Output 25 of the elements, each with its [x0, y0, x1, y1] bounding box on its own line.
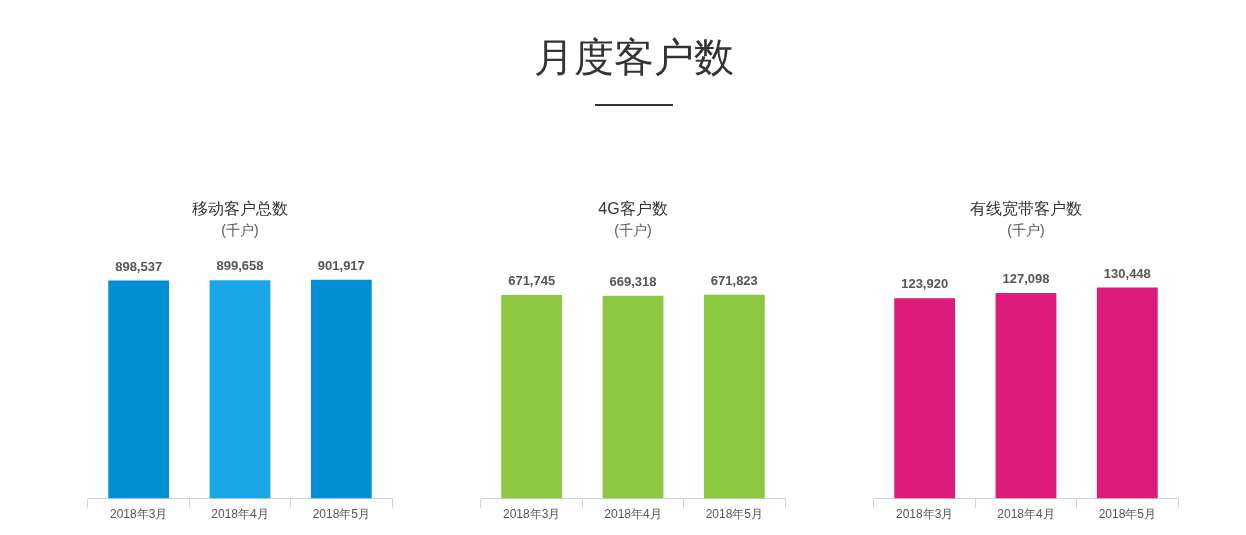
x-tick-label: 2018年5月: [705, 507, 764, 522]
data-label: 127,098: [1002, 271, 1050, 287]
x-tick-label: 2018年3月: [109, 507, 168, 522]
chart-title: 移动客户总数: [192, 200, 288, 218]
data-label: 130,448: [1103, 265, 1151, 281]
chart-subtitle: (千户): [1007, 222, 1045, 239]
data-label: 901,917: [317, 257, 365, 273]
chart-subtitle: (千户): [614, 222, 652, 239]
data-label: 899,658: [216, 258, 264, 274]
x-tick-label: 2018年5月: [312, 507, 371, 522]
chart-title: 有线宽带客户数: [970, 200, 1082, 218]
data-label: 671,823: [710, 272, 758, 288]
x-tick-label: 2018年3月: [895, 507, 954, 522]
x-tick-label: 2018年5月: [1098, 507, 1157, 522]
chart-title: 4G客户数: [598, 200, 668, 218]
text: 月度客户数: [534, 34, 734, 82]
data-label: 669,318: [609, 273, 657, 289]
x-tick-label: 2018年4月: [997, 507, 1055, 522]
x-tick-label: 2018年4月: [211, 507, 269, 522]
x-tick-label: 2018年3月: [502, 507, 561, 522]
data-label: 898,537: [115, 258, 163, 274]
chart-subtitle: (千户): [221, 222, 259, 239]
data-label: 671,745: [508, 272, 556, 288]
data-label: 123,920: [901, 276, 949, 292]
x-tick-label: 2018年4月: [604, 507, 662, 522]
